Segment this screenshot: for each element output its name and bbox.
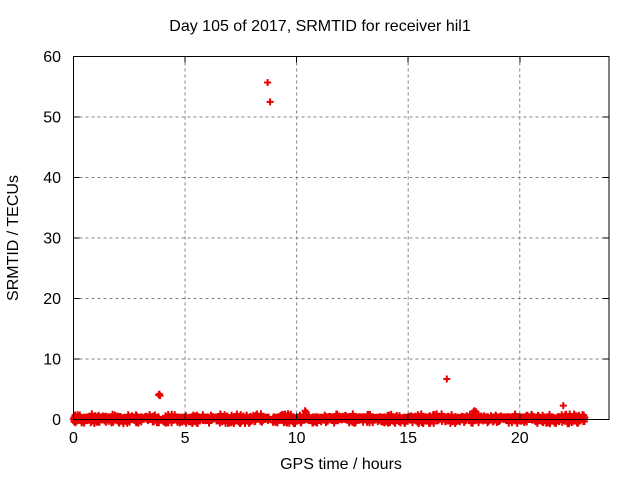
outlier-points — [155, 79, 567, 416]
y-tick-label: 20 — [43, 291, 61, 308]
x-tick-label: 20 — [511, 430, 529, 447]
x-axis-label: GPS time / hours — [280, 456, 402, 473]
x-tick-label: 5 — [181, 430, 190, 447]
y-tick-label: 10 — [43, 352, 61, 369]
x-tick-label: 0 — [69, 430, 78, 447]
x-tick-label: 10 — [288, 430, 306, 447]
y-tick-label: 60 — [43, 49, 61, 66]
y-tick-label: 50 — [43, 110, 61, 127]
tick-marks — [73, 56, 609, 420]
y-tick-label: 40 — [43, 170, 61, 187]
x-tick-label: 15 — [399, 430, 417, 447]
baseline-band-points — [69, 410, 589, 428]
y-tick-label: 30 — [43, 231, 61, 248]
chart-title: Day 105 of 2017, SRMTID for receiver hil… — [169, 18, 471, 35]
y-tick-label: 0 — [52, 412, 61, 429]
